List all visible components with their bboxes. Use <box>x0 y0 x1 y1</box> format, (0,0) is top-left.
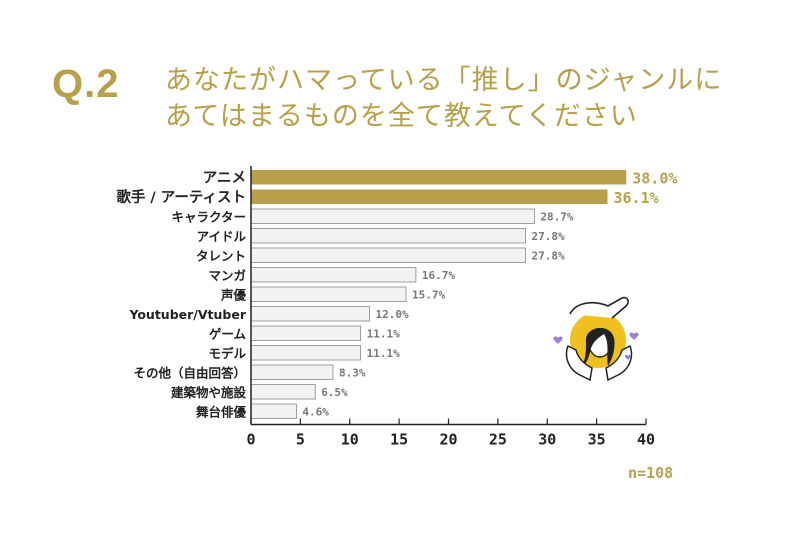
data-label: 28.7% <box>540 210 573 223</box>
x-tick-label: 20 <box>439 431 457 449</box>
bars-layer: アニメ 38.0% 歌手 / アーティスト 36.1% キャラクター 28.7% アイドル 2… <box>116 169 677 419</box>
category-label: アイドル <box>197 229 247 244</box>
category-label: その他（自由回答） <box>133 365 246 380</box>
x-axis: 0 5 10 15 20 25 30 35 40 <box>246 166 655 449</box>
data-label: 11.1% <box>367 347 400 360</box>
category-label: 歌手 / アーティスト <box>116 188 246 206</box>
bar <box>250 325 362 341</box>
woman-with-hands-heart-illustration <box>553 296 639 382</box>
bar <box>250 384 316 400</box>
question-title-line-1: あなたがハマっている「推し」のジャンルに <box>165 65 723 96</box>
question-title-line-2: あてはまるものを全て教えてください <box>165 101 638 132</box>
category-label: モデル <box>208 346 246 361</box>
category-label: ゲーム <box>209 326 247 341</box>
bar <box>251 189 608 204</box>
right-hand <box>605 344 633 382</box>
bar <box>250 306 370 322</box>
data-label: 36.1% <box>613 189 658 207</box>
category-label: タレント <box>196 248 246 263</box>
bar <box>250 403 297 419</box>
category-label: 建築物や施設 <box>171 385 247 400</box>
x-tick-label: 10 <box>341 431 359 449</box>
category-label: アニメ <box>203 170 246 186</box>
category-label: Youtuber/Vtuber <box>128 307 246 322</box>
bar <box>250 364 334 380</box>
heart-icon-right <box>629 332 639 340</box>
x-tick-label: 5 <box>296 431 305 449</box>
heart-icon-small <box>624 354 632 360</box>
bar <box>250 345 362 361</box>
bar <box>250 267 417 283</box>
bar <box>250 228 526 244</box>
hair <box>582 327 615 366</box>
bar <box>250 247 526 263</box>
category-label: 舞台俳優 <box>195 404 247 419</box>
data-label: 16.7% <box>422 269 455 282</box>
data-label: 38.0% <box>632 169 677 187</box>
sample-size-label: n=108 <box>628 464 674 482</box>
question-number: Q.2 <box>52 62 120 106</box>
data-label: 6.5% <box>321 386 348 399</box>
x-tick-label: 0 <box>246 431 255 449</box>
data-label: 15.7% <box>412 288 445 301</box>
bar <box>251 170 627 185</box>
bar <box>250 286 407 302</box>
x-tick-label: 25 <box>489 431 507 449</box>
category-label: 声優 <box>220 287 247 302</box>
category-label: キャラクター <box>171 209 246 224</box>
x-tick-label: 40 <box>637 431 655 449</box>
left-hand <box>565 344 593 382</box>
x-tick-label: 35 <box>588 431 606 449</box>
data-label: 11.1% <box>367 327 400 340</box>
x-tick-label: 30 <box>538 431 556 449</box>
bar <box>250 208 535 224</box>
data-label: 27.8% <box>532 230 565 243</box>
data-label: 4.6% <box>302 405 329 418</box>
category-label: マンガ <box>208 268 246 283</box>
top-hand <box>569 296 629 319</box>
data-label: 8.3% <box>339 366 366 379</box>
heart-icon-left <box>553 336 563 344</box>
data-label: 27.8% <box>532 249 565 262</box>
data-label: 12.0% <box>376 308 409 321</box>
x-tick-label: 15 <box>390 431 408 449</box>
